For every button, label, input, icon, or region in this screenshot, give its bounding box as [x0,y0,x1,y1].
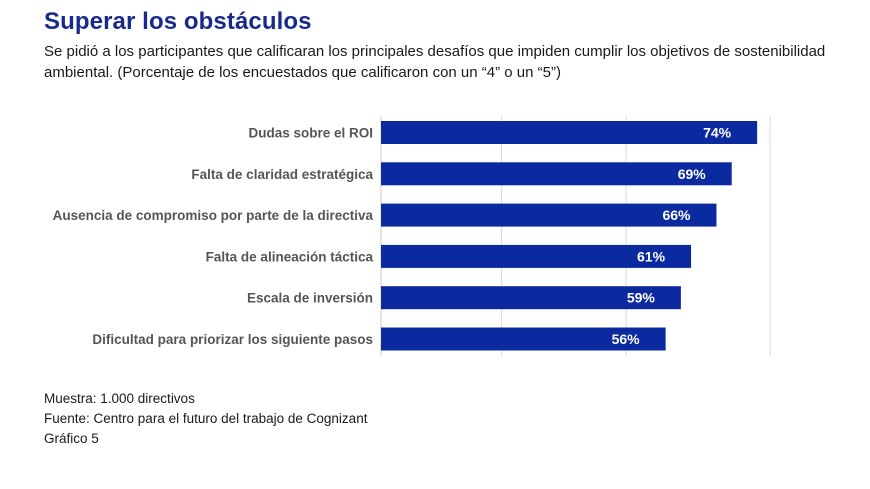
category-label: Escala de inversión [247,291,373,306]
bar [381,203,717,227]
value-label: 69% [678,166,707,182]
category-label: Dificultad para priorizar los siguiente … [92,332,373,347]
bar [381,121,758,144]
category-label: Ausencia de compromiso por parte de la d… [53,208,374,223]
chart-title: Superar los obstáculos [44,8,312,35]
sample-note: Muestra: 1.000 directivos [44,391,195,406]
category-label: Dudas sobre el ROI [248,126,373,141]
bar [381,162,732,186]
value-label: 56% [612,331,641,347]
bar [381,286,681,310]
bar [381,327,666,351]
chart-subtitle: Se pidió a los participantes que calific… [44,43,826,81]
source-note: Fuente: Centro para el futuro del trabaj… [44,411,368,426]
category-label: Falta de alineación táctica [206,249,374,264]
figure-number: Gráfico 5 [44,431,99,446]
category-label: Falta de claridad estratégica [191,167,373,182]
chart-bars [381,121,758,351]
chart-category-labels: Dudas sobre el ROI Falta de claridad estr… [53,126,374,348]
chart-value-labels: 74% 69% 66% 61% 59% 56% [612,125,732,348]
chart-footer: Muestra: 1.000 directivos Fuente: Centro… [44,389,367,449]
value-label: 59% [627,290,656,306]
bar [381,244,692,268]
value-label: 61% [637,248,666,264]
chart-gridlines [380,116,771,356]
value-label: 74% [703,125,732,141]
value-label: 66% [662,207,691,223]
